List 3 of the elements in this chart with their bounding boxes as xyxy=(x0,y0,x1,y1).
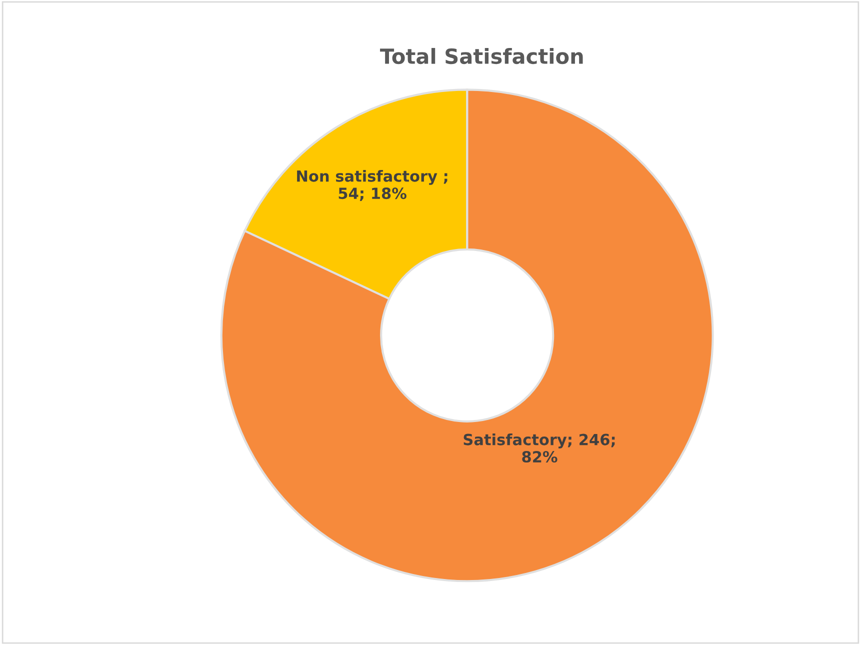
chart-title: Total Satisfaction xyxy=(380,48,583,64)
slice-label: Satisfactory; 246; 82% xyxy=(464,434,615,463)
slice-label: Non satisfactory ; 54; 18% xyxy=(297,170,448,202)
